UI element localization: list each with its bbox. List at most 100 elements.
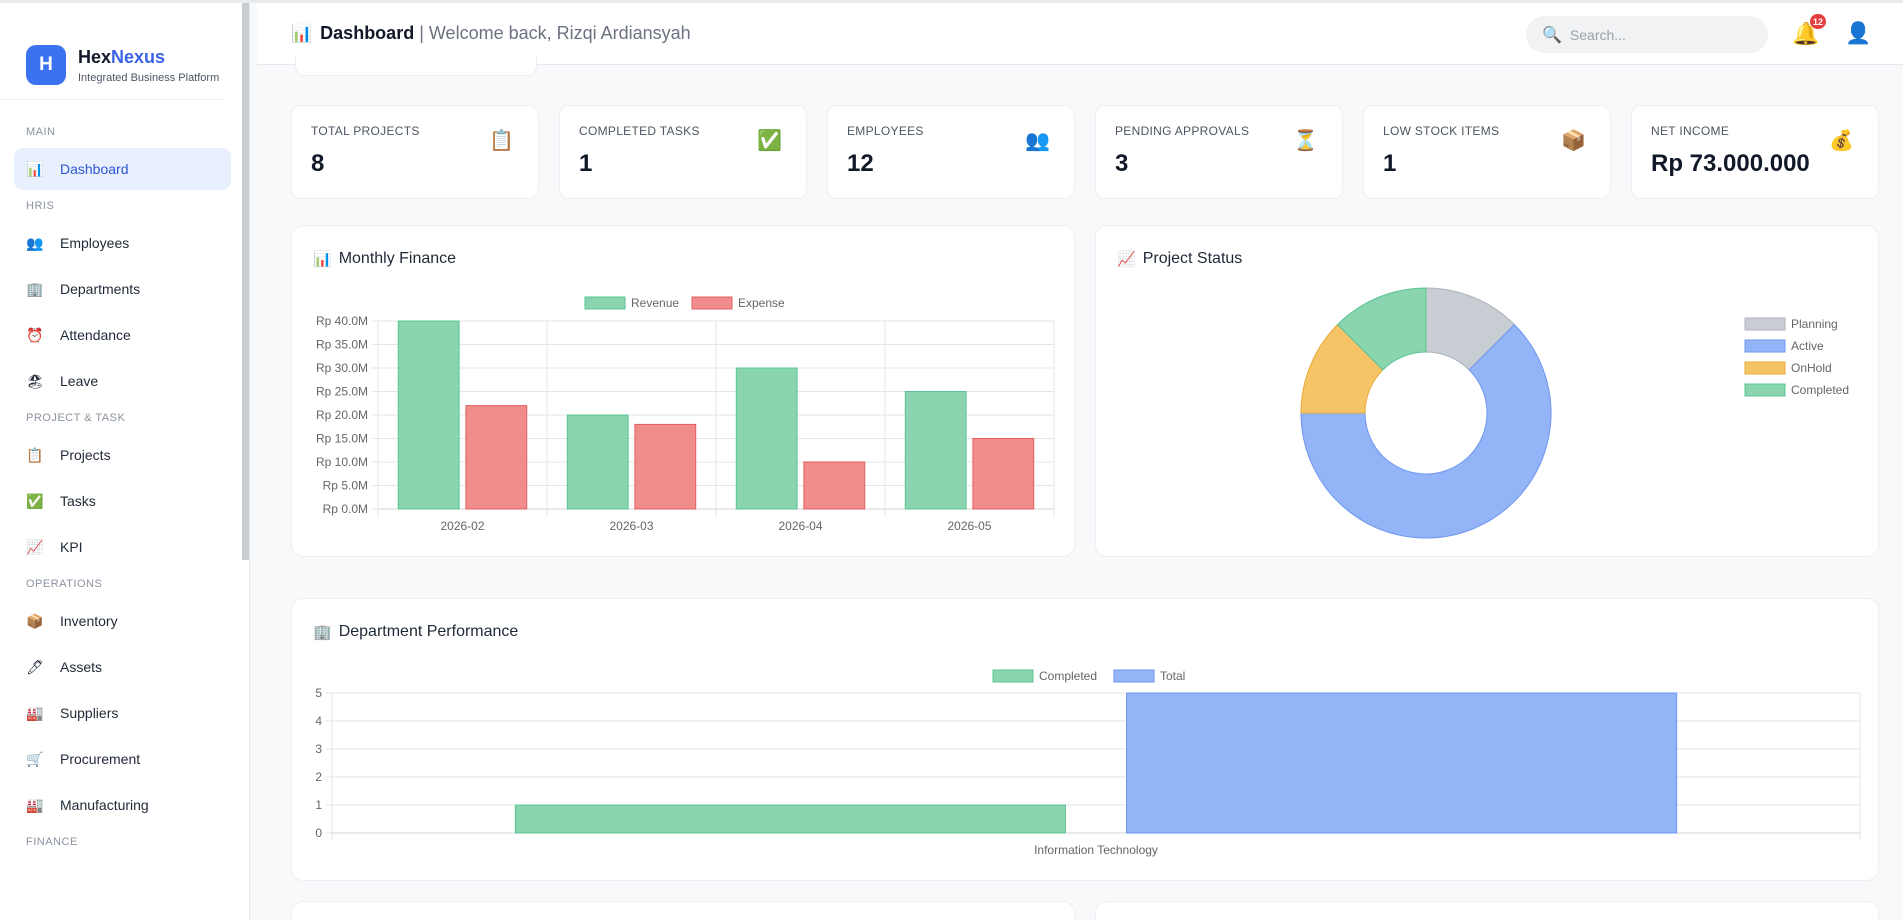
y-tick-label: Rp 5.0M [323,479,368,493]
sidebar-scrollbar[interactable] [242,3,249,560]
legend-label: Completed [1791,383,1849,397]
sidebar-item-leave[interactable]: 🏖 Leave [14,360,231,402]
bar-expense [972,438,1035,510]
search-icon: 🔍 [1542,26,1562,44]
stat-card-net-income[interactable]: NET INCOME Rp 73.000.000 💰 [1631,105,1879,199]
x-tick-label: 2026-03 [609,519,653,533]
building-icon: 🏢 [313,624,332,641]
sidebar-item-tasks[interactable]: ✅ Tasks [14,480,231,522]
x-tick-label: 2026-02 [440,519,484,533]
y-tick-label: Rp 10.0M [316,455,368,469]
sidebar-item-procurement[interactable]: 🛒 Procurement [14,738,231,780]
stat-card-pending-approvals[interactable]: PENDING APPROVALS 3 ⏳ [1095,105,1343,199]
sidebar-item-manufacturing[interactable]: 🏭 Manufacturing [14,784,231,826]
cart-icon: 🛒 [26,750,44,767]
y-tick-label: Rp 15.0M [316,432,368,446]
factory-icon: 🏭 [26,796,44,813]
sidebar-item-dashboard[interactable]: 📊 Dashboard [14,148,231,190]
bar-expense [803,461,866,510]
sidebar-item-label: Manufacturing [60,797,149,813]
stat-label: COMPLETED TASKS [579,124,700,138]
sidebar-item-label: Suppliers [60,705,119,721]
sidebar-item-suppliers[interactable]: 🏭 Suppliers [14,692,231,734]
sidebar-item-projects[interactable]: 📋 Projects [14,434,231,476]
stat-label: NET INCOME [1651,124,1730,138]
sidebar-item-label: Employees [60,235,130,251]
project-status-panel: 📈 Project Status Planning Active OnHold Com… [1095,225,1879,557]
stat-card-total-projects[interactable]: TOTAL PROJECTS 8 📋 [291,105,539,199]
sidebar-item-inventory[interactable]: 📦 Inventory [14,600,231,642]
legend-swatch [1113,669,1155,683]
sidebar-item-attendance[interactable]: ⏰ Attendance [14,314,231,356]
monthly-finance-chart: Revenue Expense Rp 0.0M Rp 5.0M Rp 10.0M Rp 1… [316,296,1055,533]
y-tick-label: Rp 35.0M [316,338,368,352]
legend-label: Total [1160,669,1185,683]
bar-expense [634,423,697,510]
panel-title: 📈 Project Status [1117,250,1242,268]
sidebar-item-label: Dashboard [60,161,129,177]
sidebar-item-label: Attendance [60,327,131,343]
sidebar-item-departments[interactable]: 🏢 Departments [14,268,231,310]
y-tick-label: Rp 40.0M [316,314,368,328]
stat-value: 12 [847,150,874,177]
brand[interactable]: H HexNexus Integrated Business Platform [0,3,223,100]
clipboard-icon: 📋 [489,130,514,152]
bar-revenue [397,320,460,510]
y-tick-label: Rp 25.0M [316,385,368,399]
sidebar-item-label: Tasks [60,493,96,509]
legend-label: Revenue [631,296,679,310]
nav-section-label: FINANCE [26,836,78,848]
sidebar-item-employees[interactable]: 👥 Employees [14,222,231,264]
title-separator: | [419,23,424,43]
beach-icon: 🏖 [26,372,44,389]
y-tick-label: 5 [315,686,322,700]
factory-icon: 🏭 [26,704,44,721]
nav-section-label: HRIS [26,200,55,212]
monthly-finance-panel: 📊 Monthly Finance Revenue Expense Rp 0.0M R… [291,225,1075,557]
chart-icon: 📊 [313,251,332,268]
sidebar-item-assets[interactable]: 🖊 Assets [14,646,231,688]
chart-icon: 📊 [291,23,313,43]
top-border [0,0,1903,3]
y-tick-label: 4 [315,714,322,728]
project-status-chart: Planning Active OnHold Completed [1300,287,1849,539]
notification-badge: 12 [1810,14,1827,29]
legend-label: Active [1791,339,1824,353]
panel-title-text: Project Status [1142,250,1243,267]
trend-icon: 📈 [1117,251,1136,268]
stat-card-completed-tasks[interactable]: COMPLETED TASKS 1 ✅ [559,105,807,199]
stat-label: PENDING APPROVALS [1115,124,1250,138]
x-tick-label: Information Technology [1034,843,1158,857]
stat-card-employees[interactable]: EMPLOYEES 12 👥 [827,105,1075,199]
panel-title: 🏢 Department Performance [313,623,518,641]
stat-value: 8 [311,150,325,177]
legend-swatch [1744,317,1786,331]
logo: H [26,45,66,85]
search-input[interactable] [1569,26,1750,43]
search-box[interactable]: 🔍 [1526,16,1768,53]
nav-section-label: OPERATIONS [26,578,103,590]
stat-card-low-stock-items[interactable]: LOW STOCK ITEMS 1 📦 [1363,105,1611,199]
card-edge [295,56,537,76]
y-tick-label: 1 [315,798,322,812]
sidebar-item-kpi[interactable]: 📈 KPI [14,526,231,568]
x-tick-label: 2026-05 [947,519,991,533]
welcome-text: Welcome back, Rizqi Ardiansyah [428,23,691,43]
department-performance-panel: 🏢 Department Performance Completed Total 0… [291,598,1879,881]
sidebar-item-label: Procurement [60,751,141,767]
stat-value: 1 [579,150,593,177]
y-tick-label: 0 [315,826,322,840]
box-icon: 📦 [26,612,44,629]
bar-revenue [904,391,967,510]
brand-subtitle: Integrated Business Platform [78,71,220,84]
money-bag-icon: 💰 [1829,130,1854,152]
legend-label: Completed [1039,669,1097,683]
x-tick-label: 2026-04 [778,519,822,533]
building-icon: 🏢 [26,280,44,297]
panel-title: 📊 Monthly Finance [313,250,456,268]
alarm-clock-icon: ⏰ [26,326,44,343]
legend-swatch [1744,339,1786,353]
brand-name-part1: Hex [78,46,112,67]
user-avatar-icon[interactable]: 👤 [1845,22,1872,45]
stat-value: 3 [1115,150,1129,177]
